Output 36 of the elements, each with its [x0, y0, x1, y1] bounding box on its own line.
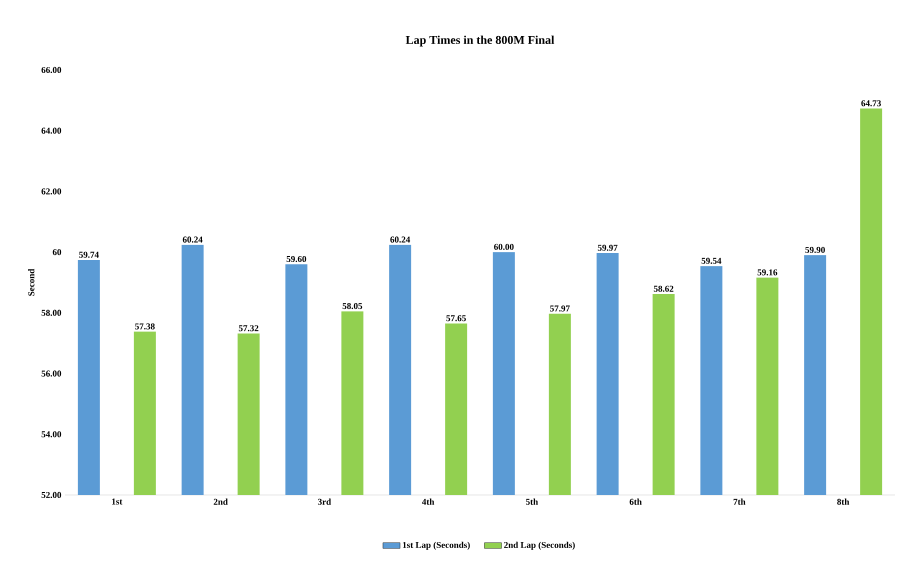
- x-tick-label: 8th: [837, 498, 850, 505]
- x-tick-label: 1st: [112, 498, 122, 505]
- x-tick-label: 5th: [526, 498, 538, 505]
- data-label: 60.24: [390, 236, 410, 243]
- y-tick-label: 56.00: [42, 370, 62, 377]
- x-tick-label: 4th: [422, 498, 434, 505]
- data-label: 58.62: [654, 286, 674, 292]
- data-label: 59.54: [702, 258, 722, 264]
- y-tick-label: 58.00: [42, 310, 62, 316]
- x-tick-label: 2nd: [214, 498, 228, 505]
- legend-label: 2nd Lap (Seconds): [504, 542, 575, 550]
- data-label: 57.97: [550, 305, 570, 312]
- data-label: 59.90: [805, 246, 825, 253]
- data-label: 57.65: [446, 315, 466, 322]
- y-tick-label: 66.00: [42, 66, 62, 74]
- data-label: 59.60: [286, 256, 306, 262]
- data-label: 59.16: [758, 269, 778, 276]
- chart-title: Lap Times in the 800M Final: [406, 36, 554, 46]
- data-label: 60.24: [182, 236, 203, 243]
- data-label: 59.74: [79, 252, 99, 258]
- y-tick-label: 62.00: [42, 188, 62, 194]
- y-tick-label: 64.00: [42, 128, 62, 134]
- y-tick-label: 52.00: [42, 492, 62, 498]
- x-tick-label: 6th: [630, 498, 642, 505]
- legend-label: 1st Lap (Seconds): [402, 542, 470, 550]
- x-tick-label: 3rd: [318, 498, 332, 505]
- data-label: 59.97: [598, 244, 618, 251]
- y-axis-title: Second: [28, 268, 34, 296]
- data-label: 57.32: [238, 325, 258, 332]
- data-label: 64.73: [861, 100, 881, 106]
- data-label: 58.05: [342, 303, 362, 310]
- data-label: 60.00: [494, 244, 514, 250]
- y-tick-label: 60: [52, 249, 62, 256]
- y-tick-label: 54.00: [42, 431, 62, 438]
- x-tick-label: 7th: [734, 498, 746, 505]
- data-label: 57.38: [135, 323, 155, 330]
